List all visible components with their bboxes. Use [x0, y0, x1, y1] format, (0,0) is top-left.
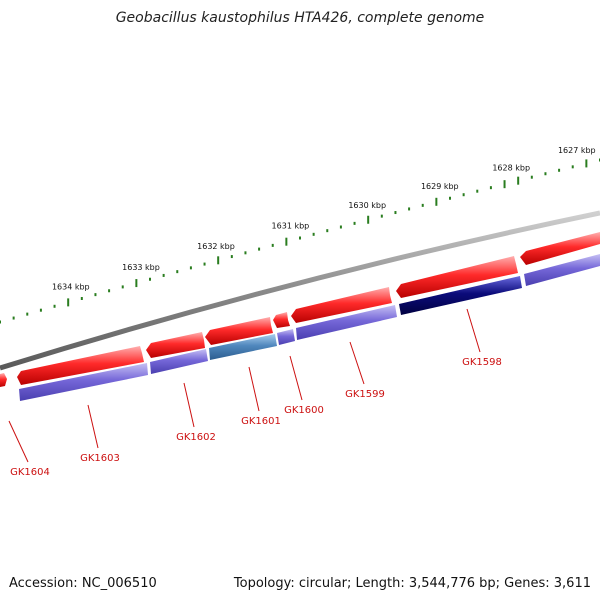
gene-label-GK1601[interactable]: GK1601 — [241, 416, 281, 427]
reverse-gene-GK1603[interactable] — [19, 363, 148, 401]
forward-gene-arrow[interactable] — [0, 373, 7, 387]
reverse-strand-track — [19, 254, 600, 401]
reverse-gene-arrow[interactable] — [524, 254, 600, 286]
accession-text: Accession: NC_006510 — [9, 576, 157, 591]
genome-title: Geobacillus kaustophilus HTA426, complet… — [116, 10, 485, 26]
forward-gene-arrow[interactable] — [146, 332, 205, 358]
leader-GK1601 — [248, 366, 260, 412]
gene-label-GK1603[interactable]: GK1603 — [80, 453, 120, 464]
leader-GK1598 — [466, 308, 481, 353]
forward-gene-arrow[interactable] — [205, 317, 273, 345]
forward-gene-arrow[interactable] — [291, 287, 392, 323]
ruler-label: 1634 kbp — [52, 283, 90, 292]
ruler-label: 1627 kbp — [558, 146, 596, 155]
reverse-gene-GK1602[interactable] — [150, 349, 208, 374]
reverse-gene-GK1599[interactable] — [296, 305, 397, 340]
ruler-label: 1628 kbp — [492, 163, 530, 172]
gene-label-GK1599[interactable]: GK1599 — [345, 389, 385, 400]
leader-GK1603 — [87, 404, 99, 449]
ruler-label: 1630 kbp — [348, 201, 386, 210]
reverse-gene-GK1598[interactable] — [399, 276, 522, 315]
reverse-gene-GK1601[interactable] — [209, 334, 277, 360]
forward-gene-arrow[interactable] — [396, 256, 518, 298]
forward-strand-track — [0, 232, 600, 387]
genome-summary-text: Topology: circular; Length: 3,544,776 bp… — [233, 576, 591, 591]
ruler-label: 1631 kbp — [272, 222, 310, 231]
gene-label-GK1604[interactable]: GK1604 — [10, 467, 50, 478]
gene-leader-lines — [8, 308, 481, 463]
ruler-label: 1632 kbp — [197, 242, 235, 251]
reverse-gene-GK1600[interactable] — [277, 329, 295, 345]
gene-label-GK1602[interactable]: GK1602 — [176, 432, 216, 443]
leader-GK1602 — [183, 382, 195, 428]
forward-gene-arrow[interactable] — [17, 346, 144, 385]
position-ruler: 1627 kbp 1628 kbp 1629 kbp 1630 kbp 1631 kbp… — [0, 146, 600, 324]
gene-labels: GK1598 GK1599 GK1600 GK1601 GK1602 GK160… — [10, 357, 502, 478]
ruler-label: 1633 kbp — [122, 263, 160, 272]
gene-label-GK1598[interactable]: GK1598 — [462, 357, 502, 368]
genome-backbone — [0, 210, 600, 371]
leader-GK1599 — [349, 341, 365, 385]
forward-gene-arrow[interactable] — [273, 312, 290, 328]
leader-GK1604 — [8, 420, 29, 463]
leader-GK1600 — [289, 355, 303, 401]
gene-label-GK1600[interactable]: GK1600 — [284, 405, 324, 416]
forward-gene-arrow[interactable] — [520, 232, 600, 265]
ruler-label: 1629 kbp — [421, 182, 459, 191]
